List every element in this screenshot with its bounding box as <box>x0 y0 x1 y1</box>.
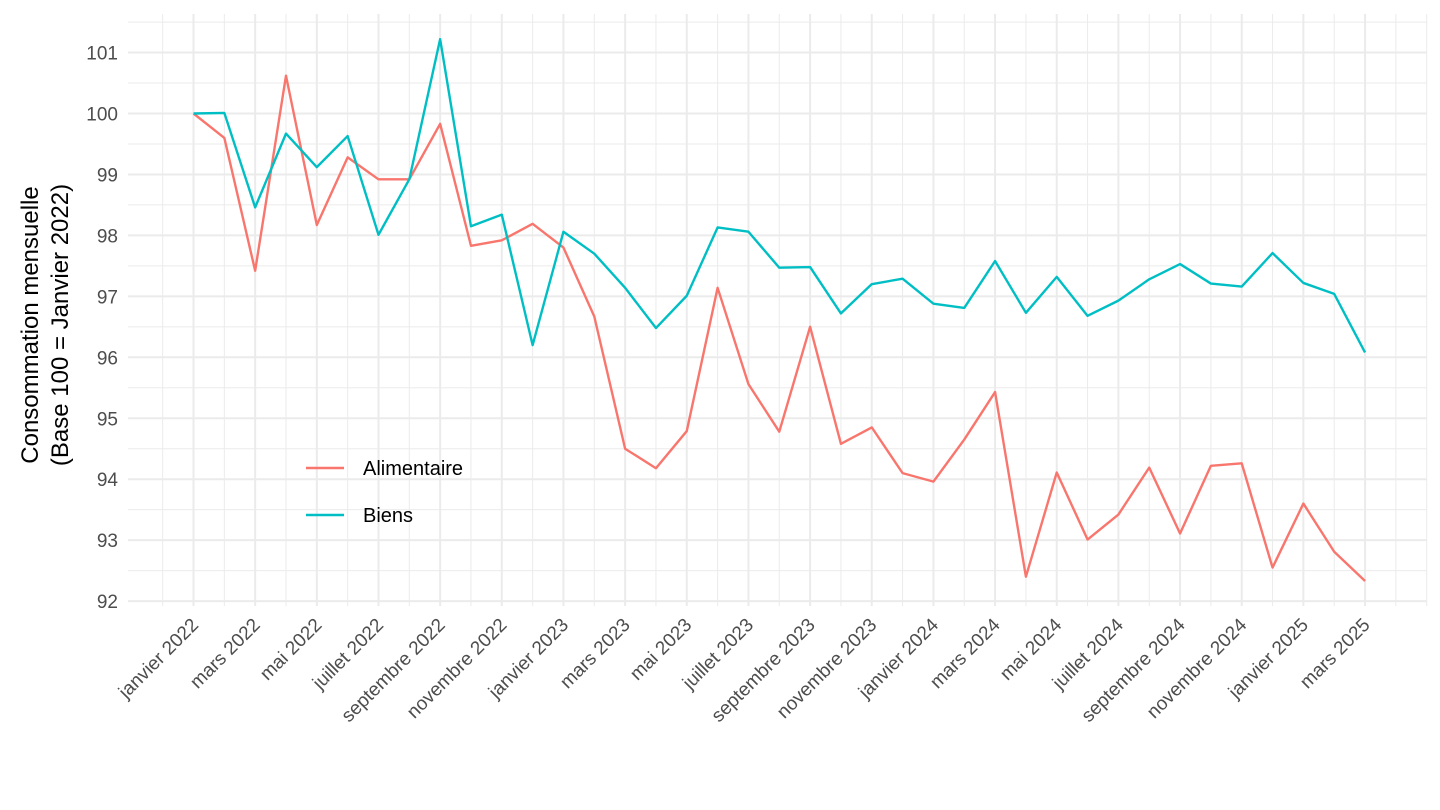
y-tick-label: 94 <box>97 470 119 491</box>
y-tick-label: 100 <box>86 105 118 126</box>
y-tick-label: 98 <box>97 226 118 247</box>
y-tick-label: 99 <box>97 165 118 186</box>
legend-label-biens: Biens <box>363 505 413 527</box>
y-tick-label: 97 <box>97 287 118 308</box>
y-axis-title: Consommation mensuelle (Base 100 = Janvi… <box>17 184 74 466</box>
y-tick-label: 101 <box>86 44 118 65</box>
legend: Alimentaire Biens <box>306 458 463 527</box>
y-tick-label: 96 <box>97 348 118 369</box>
y-tick-label: 92 <box>97 592 118 613</box>
major-gridlines <box>128 14 1427 606</box>
series-lines <box>192 37 1367 582</box>
series-line-biens <box>193 37 1367 353</box>
series-line-alimentaire <box>192 74 1366 582</box>
y-axis-title-line-2: (Base 100 = Janvier 2022) <box>47 184 74 466</box>
y-axis-title-line-1: Consommation mensuelle <box>17 186 44 463</box>
y-axis-tick-labels: 92 93 94 95 96 97 98 99 100 101 <box>86 44 118 614</box>
legend-label-alimentaire: Alimentaire <box>363 458 463 480</box>
y-tick-label: 93 <box>97 531 118 552</box>
y-tick-label: 95 <box>97 409 118 430</box>
